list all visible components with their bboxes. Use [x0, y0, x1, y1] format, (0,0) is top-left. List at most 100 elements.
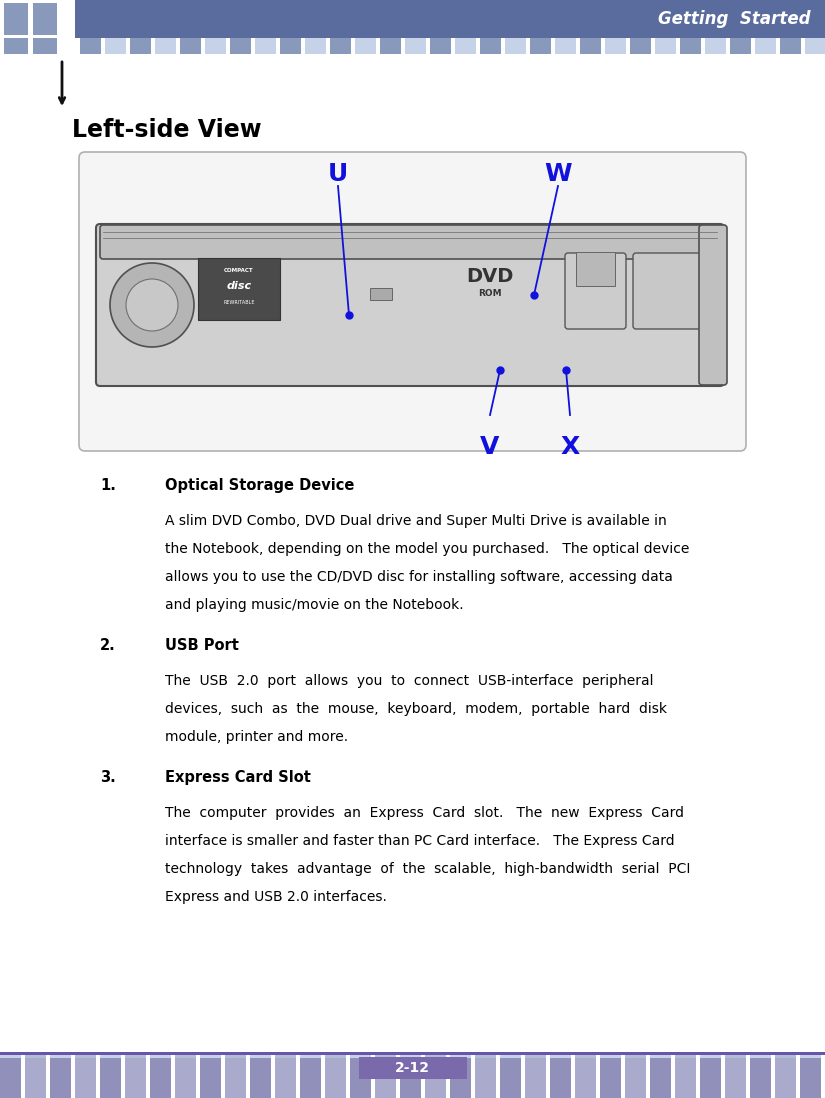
Bar — [730, 38, 751, 54]
Bar — [4, 38, 28, 54]
Bar — [350, 1058, 371, 1098]
Text: 1.: 1. — [100, 478, 116, 493]
Bar — [805, 38, 825, 54]
Bar — [125, 1058, 146, 1098]
Bar — [355, 38, 376, 54]
Bar — [555, 38, 576, 54]
Bar — [280, 38, 301, 54]
Text: allows you to use the CD/DVD disc for installing software, accessing data: allows you to use the CD/DVD disc for in… — [165, 570, 673, 584]
Text: and playing music/movie on the Notebook.: and playing music/movie on the Notebook. — [165, 598, 464, 612]
Bar — [550, 1055, 571, 1075]
Bar — [455, 38, 476, 54]
Bar — [430, 38, 451, 54]
Text: A slim DVD Combo, DVD Dual drive and Super Multi Drive is available in: A slim DVD Combo, DVD Dual drive and Sup… — [165, 514, 667, 528]
Bar — [33, 3, 57, 35]
Bar — [800, 1058, 821, 1098]
Bar — [775, 1058, 796, 1098]
Text: Express and USB 2.0 interfaces.: Express and USB 2.0 interfaces. — [165, 890, 387, 904]
Bar — [500, 1058, 521, 1098]
Bar — [600, 1055, 621, 1075]
Bar — [80, 38, 101, 54]
Bar — [25, 1055, 46, 1075]
Bar — [75, 0, 825, 38]
Text: The  USB  2.0  port  allows  you  to  connect  USB-interface  peripheral: The USB 2.0 port allows you to connect U… — [165, 674, 653, 688]
Bar — [33, 38, 57, 54]
Bar — [325, 1055, 346, 1075]
Bar — [100, 1055, 121, 1075]
Bar — [375, 1058, 396, 1098]
Text: Left-side View: Left-side View — [72, 117, 262, 142]
Bar — [180, 38, 201, 54]
Text: X: X — [560, 435, 580, 459]
Bar — [575, 1058, 596, 1098]
Bar — [450, 1055, 471, 1075]
Bar — [525, 1055, 546, 1075]
Bar — [625, 1058, 646, 1098]
Bar — [650, 1058, 671, 1098]
Bar — [225, 1058, 246, 1098]
Bar — [175, 1058, 196, 1098]
Text: module, printer and more.: module, printer and more. — [165, 730, 348, 744]
Bar — [50, 1058, 71, 1098]
Bar — [375, 1055, 396, 1075]
Bar — [105, 38, 126, 54]
Bar — [700, 1055, 721, 1075]
Bar — [150, 1058, 171, 1098]
Text: REWRITABLE: REWRITABLE — [224, 300, 255, 304]
FancyBboxPatch shape — [100, 225, 720, 259]
Bar — [155, 38, 176, 54]
Bar — [305, 38, 326, 54]
Bar — [275, 1055, 296, 1075]
Bar — [150, 1055, 171, 1075]
Bar — [25, 1058, 46, 1098]
Bar — [250, 1058, 271, 1098]
Bar — [475, 1055, 496, 1075]
Bar — [550, 1058, 571, 1098]
Bar — [725, 1055, 746, 1075]
Bar — [780, 38, 801, 54]
Text: 2-12: 2-12 — [395, 1061, 430, 1075]
Bar — [400, 1055, 421, 1075]
Bar — [205, 38, 226, 54]
Bar — [750, 1055, 771, 1075]
Bar — [750, 1058, 771, 1098]
Bar — [700, 1058, 721, 1098]
Bar — [605, 38, 626, 54]
Bar — [450, 1058, 471, 1098]
Bar — [655, 38, 676, 54]
Bar — [505, 38, 526, 54]
FancyBboxPatch shape — [79, 152, 746, 451]
Bar — [675, 1058, 696, 1098]
Bar — [576, 253, 615, 285]
Bar — [300, 1055, 321, 1075]
Bar — [330, 38, 351, 54]
Bar — [325, 1058, 346, 1098]
Text: the Notebook, depending on the model you purchased.   The optical device: the Notebook, depending on the model you… — [165, 542, 690, 556]
FancyBboxPatch shape — [96, 224, 724, 386]
Bar — [705, 38, 726, 54]
Bar — [370, 288, 392, 300]
Bar — [359, 1057, 466, 1079]
Text: 2.: 2. — [100, 638, 116, 653]
Bar — [800, 1055, 821, 1075]
Bar — [400, 1058, 421, 1098]
Text: devices,  such  as  the  mouse,  keyboard,  modem,  portable  hard  disk: devices, such as the mouse, keyboard, mo… — [165, 702, 667, 716]
Bar — [630, 38, 651, 54]
Text: V: V — [480, 435, 500, 459]
Bar — [125, 1055, 146, 1075]
Text: W: W — [544, 163, 572, 186]
Text: Optical Storage Device: Optical Storage Device — [165, 478, 355, 493]
Bar — [0, 1058, 21, 1098]
Text: DVD: DVD — [466, 267, 514, 285]
Circle shape — [126, 279, 178, 330]
Text: ROM: ROM — [478, 290, 502, 299]
Bar — [380, 38, 401, 54]
Bar — [725, 1058, 746, 1098]
FancyBboxPatch shape — [699, 225, 727, 385]
Bar — [480, 38, 501, 54]
Bar — [255, 38, 276, 54]
Bar — [198, 258, 280, 320]
Text: 3.: 3. — [100, 770, 116, 785]
Bar — [300, 1058, 321, 1098]
Bar — [575, 1055, 596, 1075]
